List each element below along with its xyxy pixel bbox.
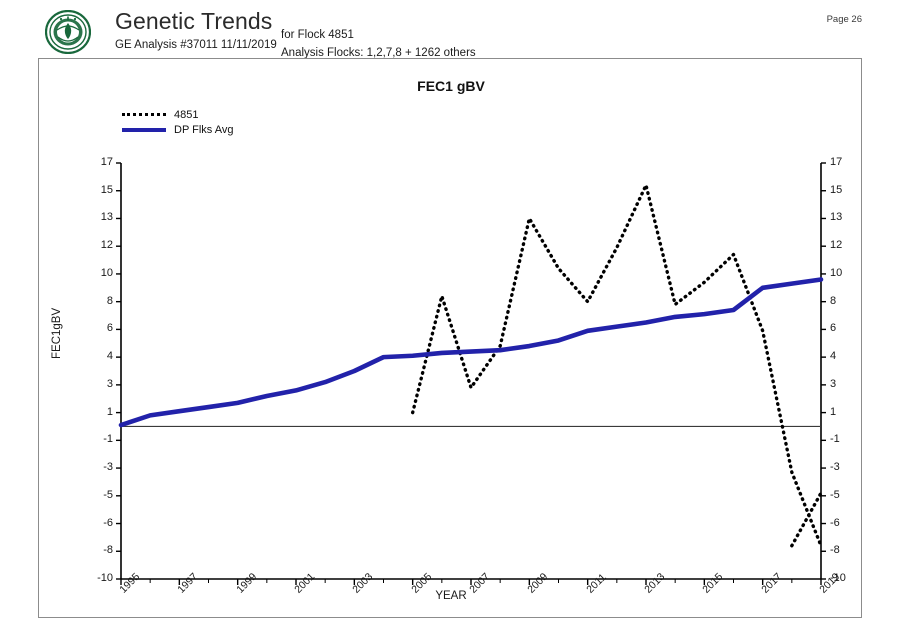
- y-tick-label: -8: [830, 544, 840, 557]
- y-tick-label: -5: [103, 488, 113, 501]
- analysis-subtitle: GE Analysis #37011 11/11/2019: [115, 39, 277, 51]
- flock-label: for Flock 4851: [281, 29, 354, 41]
- title-block: Genetic Trends GE Analysis #37011 11/11/…: [115, 8, 277, 52]
- y-tick-label: 17: [100, 156, 113, 168]
- y-tick-label: -3: [830, 461, 840, 474]
- y-tick-label: 3: [830, 377, 837, 390]
- y-tick-label: -1: [103, 433, 113, 446]
- y-tick-label: 3: [106, 377, 113, 390]
- page-title: Genetic Trends: [115, 8, 273, 34]
- y-tick-label: -6: [103, 516, 113, 529]
- y-tick-label: 10: [100, 266, 113, 279]
- y-tick-label: 13: [100, 211, 113, 224]
- y-tick-label: 4: [830, 350, 837, 363]
- chart-title: FEC1 gBV: [417, 78, 485, 94]
- y-tick-label: 8: [830, 294, 837, 307]
- y-axis-label: FEC1gBV: [51, 307, 63, 359]
- y-tick-label: -6: [830, 516, 840, 529]
- legend-swatch-solid-icon: [122, 127, 166, 132]
- y-tick-label: -10: [97, 572, 113, 584]
- y-tick-label: 6: [106, 322, 113, 335]
- legend-item-average: DP Flks Avg: [122, 122, 234, 137]
- y-tick-label: 15: [830, 183, 843, 196]
- series-line: [410, 183, 823, 548]
- y-tick-label: 1: [106, 405, 113, 418]
- y-tick-label: 10: [830, 266, 843, 279]
- analysis-flocks-label: Analysis Flocks: 1,2,7,8 + 1262 others: [281, 47, 476, 59]
- y-tick-label: 8: [106, 294, 113, 307]
- legend-label-average: DP Flks Avg: [174, 123, 234, 136]
- x-axis-label: YEAR: [435, 590, 467, 602]
- series-group: [118, 183, 824, 548]
- y-tick-label: 6: [830, 322, 837, 335]
- y-tick-label: -1: [830, 433, 840, 446]
- y-tick-label: 4: [106, 350, 113, 363]
- y-tick-label: -3: [103, 461, 113, 474]
- y-tick-label: 12: [100, 239, 113, 252]
- series-line-tail: [790, 491, 823, 548]
- legend-label-flock: 4851: [174, 108, 199, 121]
- y-tick-label: -10: [830, 572, 846, 584]
- y-tick-label: 15: [100, 183, 113, 196]
- y-tick-label: 1: [830, 405, 837, 418]
- y-tick-label: 17: [830, 156, 843, 168]
- y-tick-label: -5: [830, 488, 840, 501]
- legend-swatch-dotted-icon: [122, 113, 166, 116]
- flock-info-block: for Flock 4851 Analysis Flocks: 1,2,7,8 …: [281, 28, 476, 60]
- page-header: Genetic Trends GE Analysis #37011 11/11/…: [0, 0, 900, 60]
- chart-plot-area: [116, 162, 826, 585]
- axes-group: [116, 162, 826, 585]
- legend-item-flock: 4851: [122, 107, 234, 122]
- y-tick-label: 12: [830, 239, 843, 252]
- y-tick-label: 13: [830, 211, 843, 224]
- chart-legend: 4851 DP Flks Avg: [122, 107, 234, 137]
- y-tick-label: -8: [103, 544, 113, 557]
- agency-seal-icon: [45, 10, 91, 54]
- chart-frame: FEC1 gBV 4851 DP Flks Avg FEC1gBV YEAR 1…: [38, 58, 862, 618]
- page-number: Page 26: [826, 14, 862, 25]
- series-line: [118, 277, 824, 428]
